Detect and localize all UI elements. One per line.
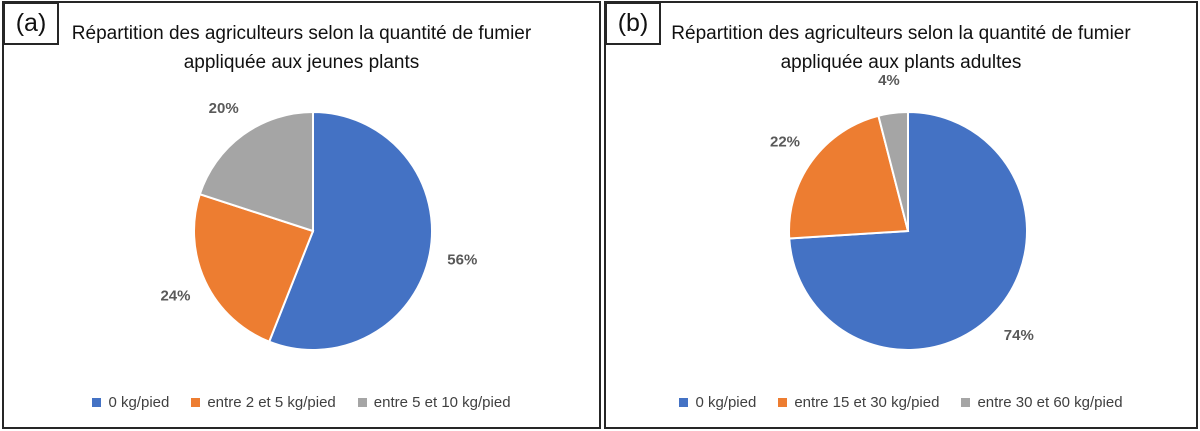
legend-label: 0 kg/pied [108, 394, 170, 411]
pie-chart-a: 56% 24% 20% [160, 100, 477, 351]
chart-panel-a: 56% 24% 20% (a) Répartition des agriculteu… [2, 1, 601, 429]
pie-slice [877, 110, 909, 232]
chart-title-b: Répartition des agriculteurs selon la qu… [671, 23, 1131, 73]
legend-swatch [778, 398, 788, 407]
legend-item: entre 2 et 5 kg/pied [191, 394, 336, 411]
pie-slice [198, 110, 314, 233]
legend-item: entre 15 et 30 kg/pied [778, 394, 939, 411]
pie-slice [193, 192, 315, 343]
slice-data-label: 24% [160, 288, 190, 305]
pie-chart-b: 74% 22% 4% [770, 72, 1034, 351]
legend-swatch [357, 398, 367, 407]
legend-label: 0 kg/pied [695, 394, 757, 411]
chart-panel-b: 74% 22% 4% (b) Répartition des agriculteur… [604, 1, 1198, 429]
panel-label-b: (b) [605, 2, 661, 45]
legend-label: entre 30 et 60 kg/pied [977, 394, 1123, 411]
legend-label: entre 5 et 10 kg/pied [373, 394, 511, 411]
legend-swatch [961, 398, 971, 407]
legend-b: 0 kg/pied entre 15 et 30 kg/pied entre 3… [606, 394, 1196, 411]
panel-label-a: (a) [3, 2, 59, 45]
legend-swatch [191, 398, 201, 407]
chart-title-a: Répartition des agriculteurs selon la qu… [71, 23, 532, 73]
legend-label: entre 15 et 30 kg/pied [794, 394, 940, 411]
slice-data-label: 20% [209, 100, 239, 117]
legend-item: 0 kg/pied [92, 394, 169, 411]
slice-data-label: 74% [1004, 327, 1034, 344]
pie-slice [788, 114, 910, 240]
slice-data-label: 4% [878, 72, 900, 89]
slice-data-label: 56% [447, 251, 477, 268]
legend-item: entre 30 et 60 kg/pied [961, 394, 1123, 411]
legend-swatch [679, 398, 689, 407]
legend-swatch [92, 398, 102, 407]
legend-item: entre 5 et 10 kg/pied [357, 394, 511, 411]
legend-a: 0 kg/pied entre 2 et 5 kg/pied entre 5 e… [4, 394, 599, 411]
slice-data-label: 22% [770, 134, 800, 151]
legend-label: entre 2 et 5 kg/pied [207, 394, 336, 411]
pie-slice [267, 110, 434, 351]
legend-item: 0 kg/pied [679, 394, 756, 411]
